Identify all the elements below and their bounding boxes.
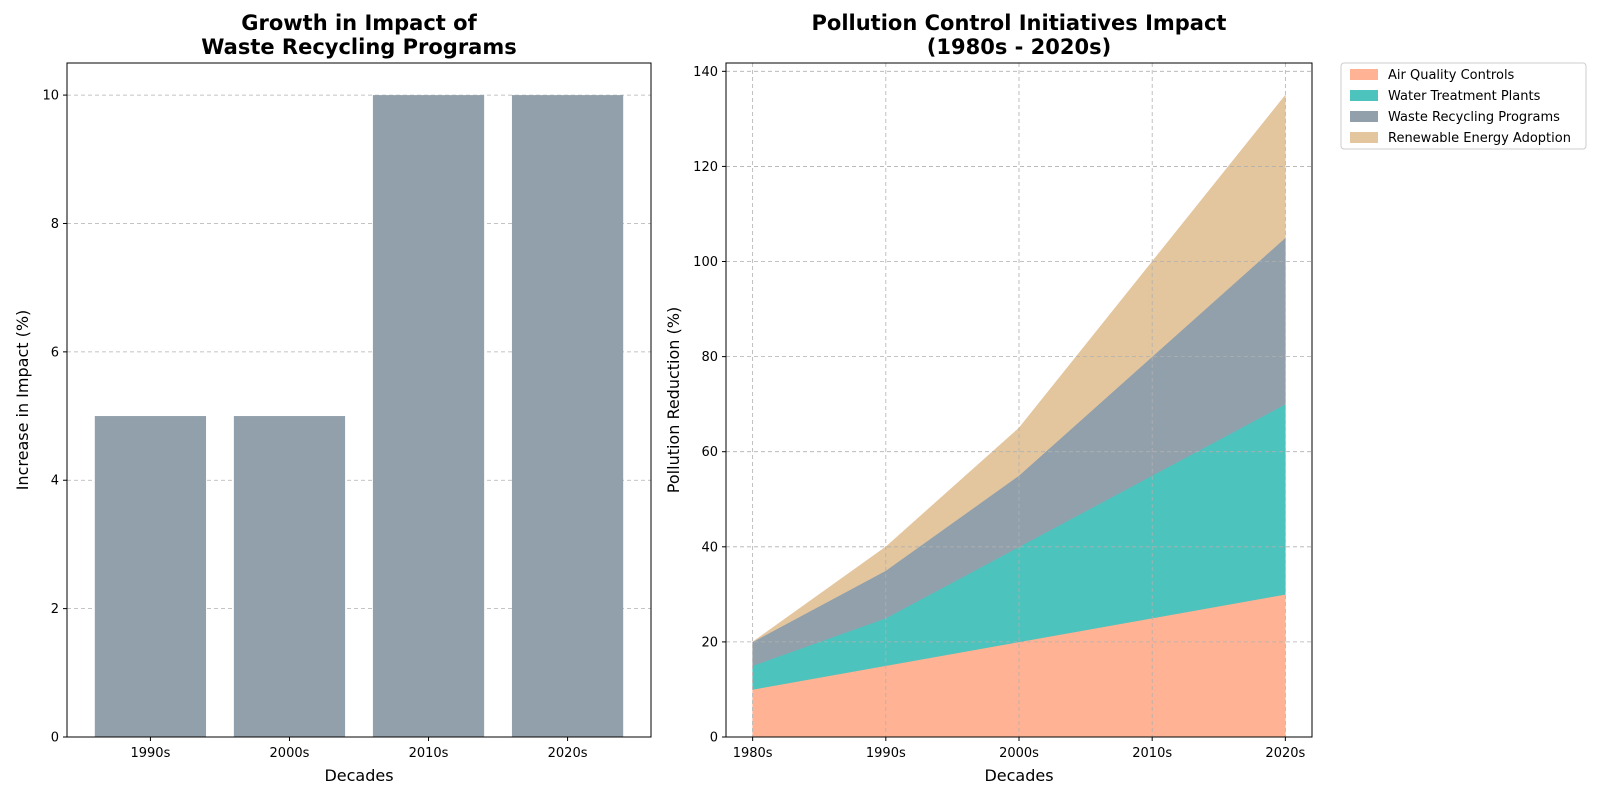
bar-chart-y-tick-label: 0: [51, 731, 59, 746]
bar-chart-y-tick-label: 8: [51, 217, 59, 232]
bar-2020s: [511, 95, 624, 738]
bar-chart-y-tick-label: 10: [42, 89, 59, 104]
area-chart-y-tick-label: 140: [693, 65, 718, 80]
bar-chart-title-line-2: Waste Recycling Programs: [201, 35, 516, 59]
legend-label-2: Water Treatment Plants: [1388, 89, 1541, 104]
bar-chart-y-tick-label: 2: [51, 602, 59, 617]
bar-2000s: [233, 416, 346, 737]
bar-chart-x-axis-label: Decades: [324, 766, 393, 785]
area-chart-y-tick-label: 40: [701, 540, 718, 555]
bar-chart-x-tick-label: 1990s: [130, 746, 170, 761]
bar-chart-y-ticks: 0 2 4 6 8 10: [42, 89, 67, 746]
legend-swatch-4: [1350, 132, 1378, 143]
area-chart-x-tick-label: 2020s: [1265, 746, 1305, 761]
area-chart-y-tick-label: 120: [693, 160, 718, 175]
area-chart-y-tick-label: 80: [701, 350, 718, 365]
bar-chart-x-tick-label: 2010s: [409, 746, 449, 761]
bar-chart-x-ticks: 1990s 2000s 2010s 2020s: [130, 737, 588, 761]
bar-chart-x-tick-label: 2020s: [548, 746, 588, 761]
area-chart-x-tick-label: 1980s: [733, 746, 773, 761]
area-chart-x-axis-label: Decades: [984, 766, 1053, 785]
area-chart-y-tick-label: 0: [710, 731, 718, 746]
area-chart: 0 20 40 60 80 100 120 140 1980s 1990s 2000s 2010s 2…: [664, 11, 1313, 785]
bar-chart-x-tick-label: 2000s: [270, 746, 310, 761]
legend-label-3: Waste Recycling Programs: [1388, 110, 1560, 125]
area-chart-y-tick-label: 20: [701, 635, 718, 650]
area-chart-y-tick-label: 60: [701, 445, 718, 460]
bar-chart-title-line-1: Growth in Impact of: [241, 11, 477, 35]
bar-chart-y-tick-label: 4: [51, 474, 59, 489]
area-chart-x-ticks: 1980s 1990s 2000s 2010s 2020s: [733, 737, 1306, 761]
bar-chart-y-tick-label: 6: [51, 345, 59, 360]
legend-swatch-2: [1350, 90, 1378, 101]
area-chart-grid: [726, 63, 1312, 738]
bar-chart-bars: [94, 95, 624, 738]
area-chart-y-axis-label: Pollution Reduction (%): [664, 307, 683, 493]
area-chart-x-tick-label: 2010s: [1132, 746, 1172, 761]
area-chart-y-ticks: 0 20 40 60 80 100 120 140: [693, 65, 726, 746]
area-chart-y-tick-label: 100: [693, 255, 718, 270]
area-chart-x-tick-label: 1990s: [866, 746, 906, 761]
legend-label-1: Air Quality Controls: [1388, 68, 1515, 83]
legend-swatch-3: [1350, 111, 1378, 122]
area-chart-title-line-1: Pollution Control Initiatives Impact: [812, 11, 1227, 35]
bar-2010s: [372, 95, 485, 738]
legend-label-4: Renewable Energy Adoption: [1388, 131, 1571, 146]
area-series-4: [752, 94, 1286, 643]
area-chart-x-tick-label: 2000s: [999, 746, 1039, 761]
legend-box: [1340, 62, 1587, 150]
legend: Air Quality Controls Water Treatment Plan…: [1340, 62, 1587, 150]
bar-chart-y-axis-label: Increase in Impact (%): [13, 310, 32, 491]
bar-1990s: [94, 416, 207, 737]
legend-items: Air Quality Controls Water Treatment Plan…: [1350, 68, 1571, 146]
bar-chart: 0 2 4 6 8 10 1990s 2000s 2010s 2020s Growth in I…: [13, 11, 652, 785]
legend-swatch-1: [1350, 69, 1378, 80]
area-chart-title-line-2: (1980s - 2020s): [927, 35, 1111, 59]
bar-chart-frame: [66, 62, 652, 738]
